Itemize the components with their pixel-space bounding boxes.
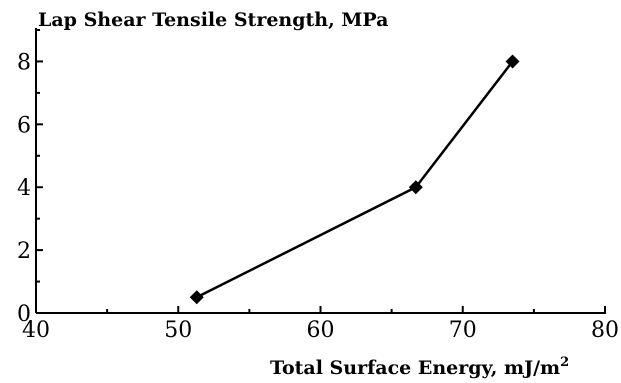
x-tick-label: 80 [591, 318, 619, 343]
y-tick-label: 0 [17, 302, 31, 327]
data-point-marker [189, 290, 204, 305]
y-tick-label: 4 [17, 176, 31, 201]
y-axis-title: Lap Shear Tensile Strength, MPa [38, 9, 388, 31]
y-tick-label: 8 [17, 50, 31, 75]
x-axis-title-main: Total Surface Energy, mJ/m [270, 357, 560, 379]
x-axis-title: Total Surface Energy, mJ/m2 [270, 355, 569, 379]
x-axis-title-sup: 2 [560, 355, 569, 370]
x-tick-label: 40 [22, 318, 50, 343]
x-tick-label: 50 [164, 318, 192, 343]
ticks: 0 2 4 6 8 40 50 60 70 80 [17, 29, 619, 343]
axes [35, 28, 606, 314]
data-point-marker [505, 54, 520, 69]
x-tick-label: 70 [449, 318, 477, 343]
x-tick-label: 60 [307, 318, 335, 343]
series [189, 54, 520, 305]
y-tick-label: 2 [17, 239, 31, 264]
data-point-marker [408, 180, 423, 195]
series-line [196, 60, 514, 299]
y-tick-label: 6 [17, 113, 31, 138]
